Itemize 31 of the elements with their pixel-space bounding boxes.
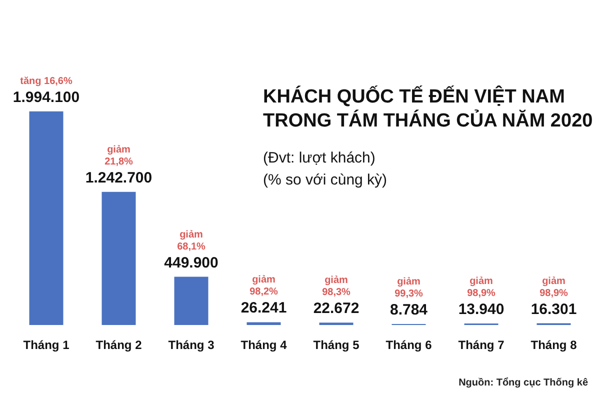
annotation: tăng 16,6%	[20, 76, 72, 87]
data-label: 8.784	[390, 302, 428, 319]
annotation: giảm 21,8%	[104, 144, 134, 168]
bar	[174, 276, 208, 325]
annotation: giảm 68,1%	[177, 229, 206, 252]
annotation: giảm 98,9%	[467, 276, 496, 300]
x-tick-label: Tháng 3	[168, 338, 215, 352]
data-label: 1.242.700	[85, 169, 152, 186]
bar	[29, 111, 64, 325]
bar	[246, 322, 281, 325]
data-label: 22.672	[313, 300, 360, 318]
x-tick-label: Tháng 6	[386, 338, 432, 352]
annotation: giảm 98,2%	[250, 274, 278, 298]
annotation: giảm 99,3%	[394, 276, 424, 300]
x-tick-label: Tháng 1	[23, 338, 70, 352]
data-label: 449.900	[164, 254, 218, 272]
x-tick-label: Tháng 7	[458, 338, 505, 352]
data-label: 13.940	[458, 301, 504, 318]
data-label: 1.994.100	[12, 88, 80, 106]
x-tick-label: Tháng 8	[530, 338, 578, 352]
annotation: giảm 98,3%	[322, 275, 351, 298]
data-label: 26.241	[240, 300, 287, 317]
x-tick-label: Tháng 5	[313, 338, 360, 352]
text: Nguồn: Tổng cục Thống kê	[458, 376, 588, 388]
x-tick-label: Tháng 2	[96, 338, 142, 352]
x-tick-label: Tháng 4	[240, 338, 288, 352]
text: (Đvt: lượt khách) (% so với cùng kỳ)	[263, 150, 388, 188]
data-label: 16.301	[530, 300, 577, 318]
annotation: giảm 98,9%	[540, 276, 568, 299]
bar	[102, 192, 136, 325]
chart-title: KHÁCH QUỐC TẾ ĐẾN VIỆT NAM TRONG TÁM THÁNG CỦA NĂM 2020	[263, 84, 593, 132]
